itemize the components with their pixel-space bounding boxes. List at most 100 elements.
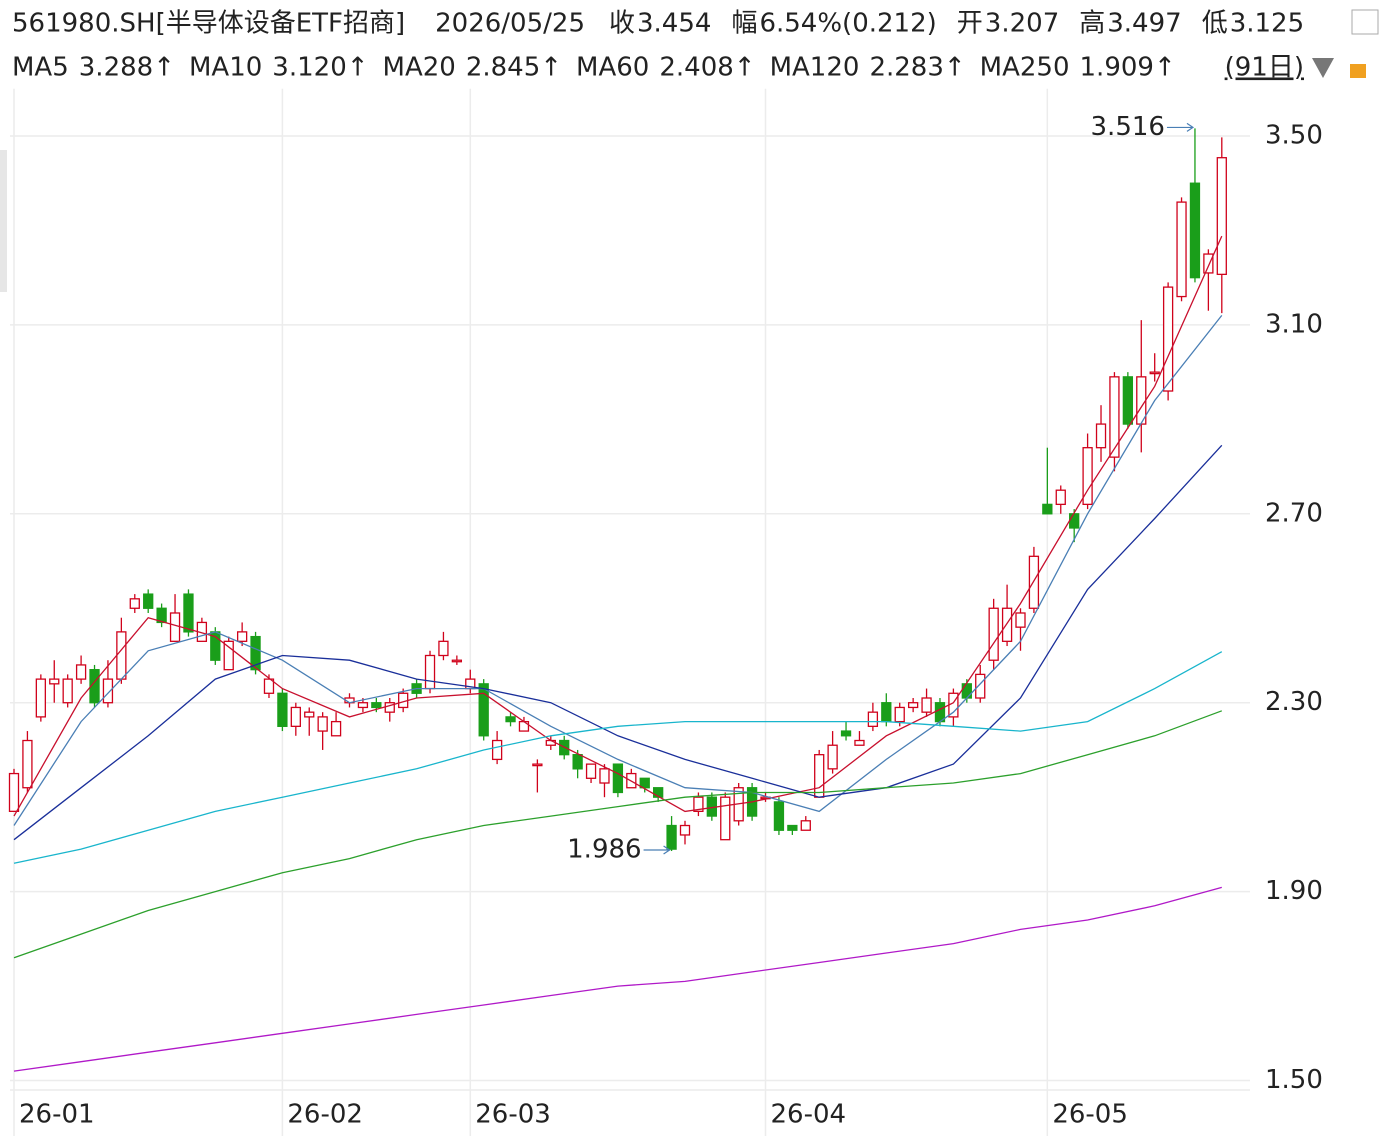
candle-body [948,692,959,718]
ma-line [13,314,1223,826]
candle-body [585,763,597,779]
dropdown-arrow[interactable] [1312,58,1334,78]
candle-body [505,716,516,723]
candle-body [854,739,865,746]
candle-body [639,777,650,789]
field-value: 6.54%(0.212) [759,9,936,39]
candle-body [988,607,999,661]
candle-body [881,702,892,723]
candle-body [330,720,342,737]
legend-label: MA250 [980,53,1070,83]
candle-body [317,716,328,732]
candle-body [814,754,825,798]
field-label: 低 [1202,9,1228,39]
candle-body [169,612,181,642]
candle-body [840,730,852,737]
candle-body [183,593,194,633]
y-tick-label: 2.70 [1265,498,1323,528]
candle-body [679,824,691,836]
candle-body [572,754,583,770]
candle-body [478,683,489,737]
candle-body [961,683,972,699]
candle-body [371,702,382,709]
candle-body [975,673,986,699]
field-label: 高 [1079,9,1105,39]
candle-body [1028,555,1040,609]
legend-value: 2.283↑ [869,53,965,83]
candle-body [773,801,785,831]
ma-line [13,710,1223,959]
legend-label: MA10 [189,53,262,83]
candle-body [1122,376,1134,425]
candle-body [250,635,261,671]
candle-body [1149,371,1160,375]
candle-body [599,768,610,784]
legend-value: 2.845↑ [466,53,562,83]
candle-body [223,640,234,671]
ma-line [13,886,1222,1072]
candle-body [518,720,530,732]
field-label: 开 [957,9,983,39]
x-tick-label: 26-04 [771,1100,847,1130]
candle-body [129,598,140,609]
y-tick-label: 1.90 [1265,876,1323,906]
annotation-arrow [1166,122,1195,132]
legend-label: MA5 [12,53,69,83]
candle-body [532,763,543,767]
candle-body [451,659,463,663]
y-tick-label: 3.10 [1265,309,1323,339]
candle-body [1095,423,1107,449]
candle-body [1176,201,1187,298]
candle-body [1082,447,1093,506]
annotation-label: 3.516 [1091,112,1165,142]
candle-body [693,796,704,813]
icon[interactable] [1351,9,1379,35]
field-value: 3.454 [637,9,711,39]
field-label: 收 [609,9,635,39]
x-tick-label: 26-03 [475,1100,551,1130]
x-tick-label: 26-01 [19,1100,95,1130]
candle-body [1015,612,1026,628]
field-value: 3.125 [1230,9,1304,39]
legend-label: MA60 [576,53,649,83]
candle-body [116,631,127,680]
candle-body [49,678,60,685]
candle-body [1055,489,1066,506]
candle-body [1042,503,1053,515]
candle-body [1162,286,1174,392]
period: (91日) [1225,53,1304,83]
candle-body [653,787,664,798]
legend-label: MA120 [770,53,860,83]
candle-body [236,631,248,642]
scroll-indicator [0,150,7,292]
x-tick-label: 26-02 [287,1100,363,1130]
candle-body [438,640,449,657]
y-tick-label: 2.30 [1265,687,1323,717]
candle-body [156,607,167,624]
legend-value: 1.909↑ [1080,53,1176,83]
ma-line [13,651,1223,864]
symbol: 561980.SH[半导体设备ETF招商] [12,9,405,39]
candle-body [8,772,20,813]
candle-body [720,796,731,841]
candle-body [491,739,503,761]
candle-body [22,739,33,789]
legend-value: 2.408↑ [659,53,755,83]
field-value: 3.497 [1107,9,1181,39]
candle-body [787,824,798,831]
field-value: 3.207 [985,9,1059,39]
candle-body [304,711,315,718]
legend-value: 3.288↑ [79,53,175,83]
candle-body [827,744,838,770]
candle-body [1216,157,1227,276]
date: 2026/05/25 [435,9,585,39]
candle-body [357,702,369,709]
ma-line [13,444,1223,841]
candle-body [800,820,811,831]
candle-body [1001,607,1013,642]
lock-icon[interactable] [1350,64,1366,78]
candle-body [277,692,288,727]
candle-body [102,678,114,704]
